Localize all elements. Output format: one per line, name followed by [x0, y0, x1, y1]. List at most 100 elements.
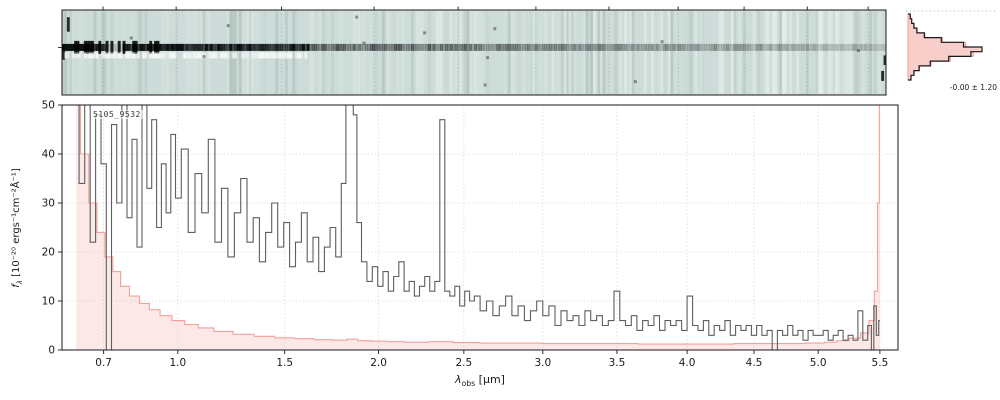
spec2d-trace: [444, 43, 448, 51]
spec2d-noise-streak: [592, 11, 596, 94]
spec2d-noise-streak: [702, 11, 705, 94]
spec2d-trace: [573, 43, 577, 51]
spec2d-trace: [476, 43, 480, 51]
spec2d-negative-band: [197, 52, 201, 59]
spec2d-trace: [546, 43, 550, 51]
x-tick-label: 1.0: [169, 357, 186, 369]
spec2d-speck: [483, 83, 487, 87]
spec2d-noise-streak: [595, 11, 599, 94]
spec2d-noise-streak: [796, 11, 800, 94]
spec2d-negative-band: [221, 52, 225, 59]
spec2d-negative-band: [224, 52, 228, 59]
spec2d-trace-blob: [149, 40, 153, 54]
spec2d-trace: [95, 43, 99, 51]
spec2d-negative-band: [78, 52, 82, 59]
spec2d-trace: [743, 43, 746, 51]
spec2d-trace: [66, 43, 70, 51]
spec2d-negative-band: [149, 52, 153, 59]
spec2d-trace: [328, 43, 332, 51]
spec2d-noise-streak: [163, 11, 167, 94]
spec2d-trace-blob: [98, 40, 102, 54]
spec2d-noise-streak: [69, 11, 73, 94]
source-id-label: 5105_9532: [91, 110, 143, 119]
x-axis-label-symbol: λ: [455, 373, 462, 386]
spec2d-trace: [207, 43, 211, 51]
spec2d-trace: [209, 43, 213, 51]
spec2d-noise-streak: [650, 11, 654, 94]
spec2d-trace: [837, 43, 841, 51]
spec2d-negative-band: [280, 52, 284, 59]
spec2d-trace: [735, 43, 739, 51]
spec2d-trace: [347, 43, 351, 51]
spec2d-noise-streak: [369, 11, 373, 94]
spec2d-trace: [711, 43, 715, 51]
spec2d-trace: [861, 43, 865, 51]
spec2d-trace: [435, 43, 439, 51]
spec2d-negative-band: [183, 52, 187, 59]
spec2d-noise-streak: [326, 11, 330, 94]
spec2d-trace: [440, 43, 443, 51]
spec2d-trace: [452, 43, 456, 51]
spec2d-noise-streak: [738, 11, 742, 94]
spec2d-trace: [374, 43, 378, 51]
spec2d-negative-band: [95, 52, 99, 59]
spec2d-trace: [381, 43, 385, 51]
spec2d-noise-streak: [724, 11, 727, 94]
x-tick-label: 4.5: [746, 357, 763, 369]
spec2d-noise-streak: [292, 11, 296, 94]
spec2d-trace: [280, 43, 284, 51]
spec2d-negative-band: [265, 52, 269, 59]
spec2d-negative-band: [173, 52, 177, 59]
hist-steps: [908, 13, 983, 81]
spec2d-trace: [544, 43, 548, 51]
spec2d-noise-streak: [590, 11, 594, 94]
spec2d-trace: [437, 43, 441, 51]
spec2d-negative-band: [120, 52, 124, 59]
spec2d-trace: [192, 43, 196, 51]
spec2d-trace: [738, 43, 742, 51]
spec2d-noise-streak: [454, 11, 458, 94]
spec2d-trace: [115, 43, 119, 51]
spec2d-trace: [600, 43, 603, 51]
spec2d-trace: [769, 43, 773, 51]
spec2d-trace: [430, 43, 434, 51]
spec2d-trace: [687, 43, 691, 51]
spec2d-trace: [568, 43, 572, 51]
spec2d-noise-streak: [246, 11, 250, 94]
spec2d-noise-streak: [837, 11, 841, 94]
spec2d-negative-band: [103, 52, 107, 59]
spec2d-trace: [362, 43, 366, 51]
spec2d-trace: [636, 43, 640, 51]
spec2d-trace: [398, 43, 402, 51]
spec2d-trace: [166, 43, 170, 51]
spec2d-noise-streak: [476, 11, 480, 94]
spec2d-trace-blob: [74, 40, 78, 54]
spec2d-noise-streak: [844, 11, 848, 94]
spec2d-noise-streak: [743, 11, 746, 94]
y-tick-label: 50: [42, 100, 55, 112]
spec2d-noise-streak: [781, 11, 785, 94]
spec2d-negative-band: [294, 52, 298, 59]
spec2d-negative-band: [209, 52, 213, 59]
spec2d-trace: [144, 43, 148, 51]
spec2d-noise-streak: [505, 11, 509, 94]
spec2d-noise-streak: [415, 11, 419, 94]
spec2d-trace: [655, 43, 659, 51]
spec2d-trace: [597, 43, 601, 51]
spec2d-trace: [551, 43, 555, 51]
spec2d-trace: [457, 43, 460, 51]
spec2d-trace: [408, 43, 412, 51]
spec2d-trace: [709, 43, 713, 51]
spec2d-noise-streak: [229, 11, 233, 94]
x-axis-label-subscript: obs: [461, 379, 476, 389]
spec2d-trace: [294, 43, 298, 51]
spec2d-trace: [878, 43, 882, 51]
x-tick-label: 5.0: [810, 357, 827, 369]
spec2d-noise-streak: [566, 11, 570, 94]
spec2d-noise-streak: [842, 11, 846, 94]
spec2d-trace: [774, 43, 778, 51]
spec2d-negative-band: [125, 52, 128, 59]
spec2d-noise-streak: [321, 11, 325, 94]
spec2d-trace: [461, 43, 465, 51]
spec2d-trace-blob: [122, 40, 126, 54]
